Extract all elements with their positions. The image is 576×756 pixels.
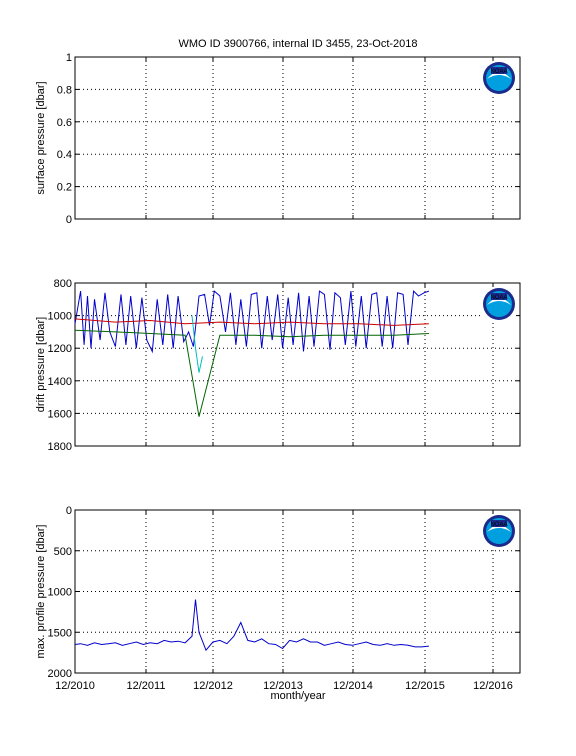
logo-text: NOAA bbox=[490, 295, 507, 301]
y-tick-label: 0.8 bbox=[57, 84, 72, 96]
y-tick-label: 0 bbox=[66, 214, 72, 226]
y-tick-label: 1600 bbox=[48, 408, 72, 420]
series-line-1 bbox=[74, 599, 429, 652]
y-tick-label: 0 bbox=[66, 505, 72, 517]
panel-2: 1800 1600 1400 1200 1000 800 drift pressure [d… bbox=[35, 278, 521, 453]
y-tick-label: 0.6 bbox=[57, 117, 72, 129]
logo-text: NOAA bbox=[490, 69, 507, 75]
series-line-1 bbox=[74, 290, 430, 354]
series-line-4 bbox=[191, 315, 203, 373]
series-line-2 bbox=[74, 318, 429, 326]
x-tick-label: 12/2016 bbox=[473, 680, 513, 692]
plot-frame bbox=[74, 282, 521, 447]
y-tick-label: 0.4 bbox=[57, 149, 72, 161]
y-tick-label: 0.2 bbox=[57, 182, 72, 194]
logo-band bbox=[491, 520, 507, 527]
logo-text: NOAA bbox=[490, 522, 507, 528]
panel-1: 0 0.2 0.4 0.6 0.8 1 surface pressure [dbar] NOA… bbox=[35, 52, 521, 226]
x-tick-label: 12/2010 bbox=[55, 680, 95, 692]
y-tick-label: 1000 bbox=[48, 587, 72, 599]
x-tick-label: 12/2013 bbox=[263, 680, 303, 692]
series-line-3 bbox=[74, 329, 429, 417]
logo-band bbox=[491, 67, 507, 74]
y-tick-label: 1200 bbox=[48, 343, 72, 355]
y-axis-label: surface pressure [dbar] bbox=[35, 81, 47, 194]
y-tick-label: 1000 bbox=[48, 311, 72, 323]
x-tick-label: 12/2012 bbox=[193, 680, 233, 692]
y-tick-label: 1 bbox=[66, 52, 72, 64]
y-tick-label: 1500 bbox=[48, 627, 72, 639]
x-tick-label: 12/2011 bbox=[127, 680, 166, 692]
y-axis-label: drift pressure [dbar] bbox=[35, 317, 47, 412]
panel-3: 12/2010 12/2011 12/2012 12/2013 12/2014 12/20… bbox=[35, 505, 521, 692]
plot-frame bbox=[74, 56, 521, 220]
noaa-logo: NOAA bbox=[482, 61, 516, 95]
x-tick-label: 12/2015 bbox=[405, 680, 445, 692]
y-axis-label: max. profile pressure [dbar] bbox=[35, 525, 47, 659]
x-tick-label: 12/2014 bbox=[333, 680, 373, 692]
y-tick-label: 500 bbox=[54, 546, 72, 558]
y-tick-label: 2000 bbox=[48, 668, 72, 680]
y-tick-label: 1400 bbox=[48, 376, 72, 388]
plot-frame bbox=[74, 509, 521, 674]
y-tick-label: 1800 bbox=[48, 441, 72, 453]
y-tick-label: 800 bbox=[54, 278, 72, 290]
x-axis-label: month/year bbox=[270, 690, 325, 702]
noaa-logo: NOAA bbox=[482, 287, 516, 321]
figure-title: WMO ID 3900766, internal ID 3455, 23-Oct… bbox=[178, 38, 417, 50]
noaa-logo: NOAA bbox=[482, 514, 516, 548]
logo-band bbox=[491, 293, 507, 300]
